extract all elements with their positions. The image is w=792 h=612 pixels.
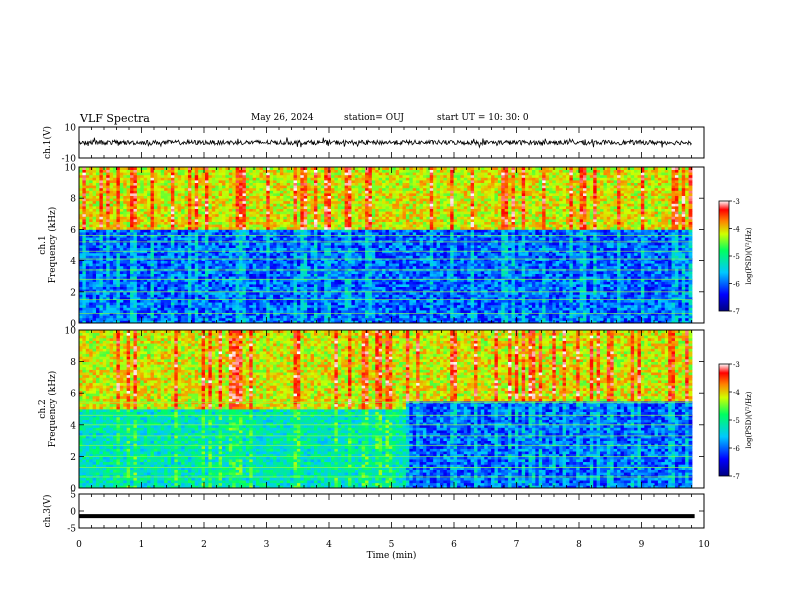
- colorbar-label: log(PSD)(V²/Hz): [745, 391, 753, 448]
- colorbar-tick-label: -4: [733, 226, 740, 234]
- y-tick-label: 6: [70, 226, 76, 236]
- y-axis-label-frequency: Frequency (kHz): [47, 371, 58, 448]
- y-tick-label: 4: [70, 421, 76, 431]
- spectrogram-ch1: [79, 167, 692, 323]
- y-tick-label: 0: [70, 508, 76, 518]
- x-tick-label: 10: [698, 540, 710, 550]
- colorbar-label: log(PSD)(V²/Hz): [745, 227, 753, 284]
- y-axis-label: ch.3(V): [42, 495, 53, 528]
- y-tick-label: 5: [70, 491, 76, 501]
- y-tick-label: 8: [70, 195, 76, 205]
- x-tick-label: 2: [201, 540, 207, 550]
- y-axis-label: ch.1: [38, 235, 48, 254]
- x-axis-label: Time (min): [367, 550, 417, 561]
- spectrogram-ch2: [79, 330, 692, 488]
- y-tick-label: 10: [65, 124, 77, 134]
- x-tick-label: 6: [451, 540, 457, 550]
- colorbar: [719, 364, 729, 476]
- y-tick-label: -5: [67, 525, 76, 535]
- y-tick-label: 8: [70, 358, 76, 368]
- colorbar-tick-label: -6: [733, 445, 740, 453]
- colorbar-tick-label: -7: [733, 308, 740, 316]
- x-tick-label: 0: [76, 540, 82, 550]
- x-tick-label: 1: [139, 540, 145, 550]
- ch1-waveform: [79, 138, 692, 148]
- x-tick-label: 9: [639, 540, 645, 550]
- x-tick-label: 4: [326, 540, 332, 550]
- y-tick-label: 2: [70, 288, 76, 298]
- colorbar-tick-label: -5: [733, 253, 740, 261]
- y-tick-label: 2: [70, 453, 76, 463]
- y-axis-label: ch.1(V): [42, 126, 53, 159]
- y-axis-label: ch.2: [38, 399, 48, 418]
- colorbar-tick-label: -5: [733, 417, 740, 425]
- x-tick-label: 8: [576, 540, 582, 550]
- colorbar-tick-label: -3: [733, 198, 740, 206]
- x-tick-label: 5: [389, 540, 395, 550]
- colorbar: [719, 201, 729, 311]
- y-axis-label-frequency: Frequency (kHz): [47, 207, 58, 284]
- x-tick-label: 3: [264, 540, 270, 550]
- colorbar-tick-label: -6: [733, 281, 740, 289]
- y-tick-label: 6: [70, 390, 76, 400]
- y-tick-label: 4: [70, 257, 76, 267]
- x-tick-label: 7: [514, 540, 520, 550]
- colorbar-tick-label: -4: [733, 389, 740, 397]
- colorbar-tick-label: -3: [733, 361, 740, 369]
- y-tick-label: 10: [65, 327, 77, 337]
- colorbar-tick-label: -7: [733, 473, 740, 481]
- y-tick-label: 10: [65, 164, 77, 174]
